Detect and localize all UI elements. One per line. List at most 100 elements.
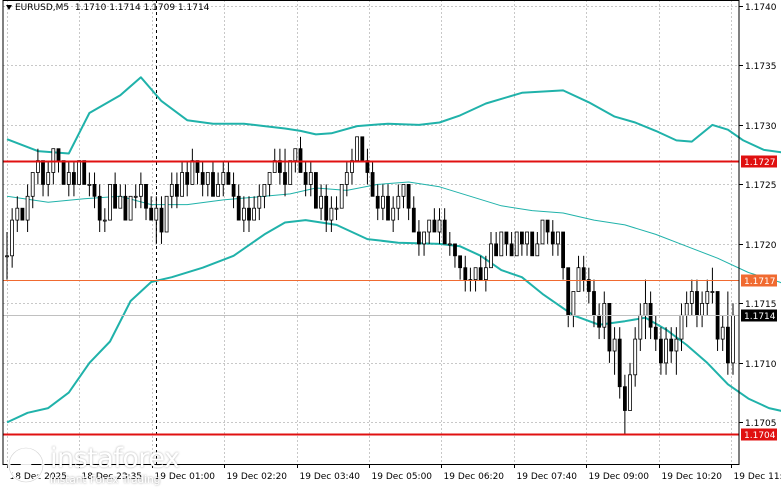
x-tick-label: 19 Dec 10:20 — [662, 472, 723, 482]
candle-body — [654, 327, 657, 339]
symbol-label: EURUSD,M5 — [15, 3, 69, 13]
candle-body — [62, 161, 65, 185]
candle-body — [711, 292, 714, 293]
y-tick-label: 1.1740 — [745, 3, 777, 13]
candle-body — [309, 173, 312, 185]
candle-body — [83, 161, 86, 185]
level-label: 1.1727 — [744, 158, 776, 168]
candle-body — [407, 184, 410, 208]
candle-body — [531, 232, 534, 256]
y-tick-label: 1.1735 — [745, 62, 777, 72]
candle-body — [397, 196, 400, 208]
candle-body — [145, 184, 148, 208]
candle-body — [186, 173, 189, 185]
candle-body — [500, 232, 503, 256]
candle-body — [623, 387, 626, 411]
y-tick-label: 1.1725 — [745, 181, 777, 191]
candle-body — [593, 292, 596, 316]
candle-body — [387, 196, 390, 220]
candle-body — [474, 268, 477, 280]
candle-body — [670, 339, 673, 351]
candle-body — [706, 292, 709, 304]
candle-body — [320, 196, 323, 208]
candle-body — [294, 149, 297, 161]
candle-body — [551, 232, 554, 244]
candle-body — [520, 232, 523, 244]
candle-body — [685, 303, 688, 315]
candle-body — [242, 208, 245, 220]
candle-body — [88, 184, 91, 185]
candle-body — [659, 339, 662, 363]
current-price-label: 1.1714 — [744, 312, 776, 322]
candle-body — [72, 173, 75, 185]
candle-body — [412, 208, 415, 232]
candle-body — [598, 315, 601, 327]
candle-body — [577, 268, 580, 292]
candle-body — [490, 244, 493, 268]
candle-body — [165, 196, 168, 232]
candle-body — [464, 268, 467, 280]
candle-body — [67, 173, 70, 185]
candle-body — [567, 268, 570, 316]
candle-body — [618, 339, 621, 387]
candle-body — [423, 232, 426, 244]
x-tick-label: 19 Dec 05:00 — [372, 472, 433, 482]
candle-body — [392, 208, 395, 220]
candle-body — [129, 196, 132, 220]
candle-body — [206, 173, 209, 185]
candle-body — [572, 292, 575, 316]
candle-body — [562, 232, 565, 268]
x-tick-label: 19 Dec 03:40 — [300, 472, 361, 482]
candle-body — [438, 220, 441, 232]
candle-body — [587, 280, 590, 292]
candle-body — [237, 196, 240, 220]
candle-body — [417, 232, 420, 244]
candle-body — [376, 196, 379, 208]
middle-band-line — [7, 182, 781, 296]
candle-body — [448, 244, 451, 245]
candle-body — [613, 339, 616, 351]
candle-body — [381, 196, 384, 208]
candle-body — [284, 173, 287, 185]
candle-body — [454, 244, 457, 256]
candle-body — [680, 315, 683, 339]
bollinger-bands — [7, 77, 781, 434]
level-label: 1.1717 — [744, 277, 776, 287]
candle-body — [217, 184, 220, 196]
candle-body — [119, 196, 122, 208]
candle-body — [109, 184, 112, 220]
candle-body — [258, 196, 261, 208]
candle-body — [340, 184, 343, 208]
candle-body — [124, 196, 127, 220]
x-tick-label: 19 Dec 07:40 — [517, 472, 578, 482]
candle-body — [402, 184, 405, 196]
candle-body — [201, 173, 204, 185]
candle-body — [103, 220, 106, 221]
candle-body — [150, 208, 153, 220]
x-tick-label: 19 Dec 09:00 — [589, 472, 650, 482]
candle-body — [181, 173, 184, 197]
candle-body — [325, 196, 328, 220]
candle-body — [248, 208, 251, 220]
candle-body — [634, 339, 637, 375]
candle-body — [268, 173, 271, 185]
candle-body — [361, 137, 364, 161]
y-tick-label: 1.1730 — [745, 122, 777, 132]
candle-body — [155, 208, 158, 220]
x-tick-label: 19 Dec 02:20 — [227, 472, 288, 482]
x-tick-label: 19 Dec 11:40 — [734, 472, 781, 482]
y-tick-label: 1.1720 — [745, 241, 777, 251]
candle-body — [232, 184, 235, 196]
candle-body — [170, 184, 173, 196]
candle-body — [484, 268, 487, 280]
candle-body — [696, 292, 699, 316]
candle-body — [515, 232, 518, 256]
candle-body — [57, 149, 60, 161]
candle-body — [541, 220, 544, 244]
dropdown-triangle-icon[interactable] — [6, 5, 12, 10]
candle-body — [11, 220, 14, 256]
candle-body — [639, 315, 642, 339]
candle-body — [495, 244, 498, 256]
